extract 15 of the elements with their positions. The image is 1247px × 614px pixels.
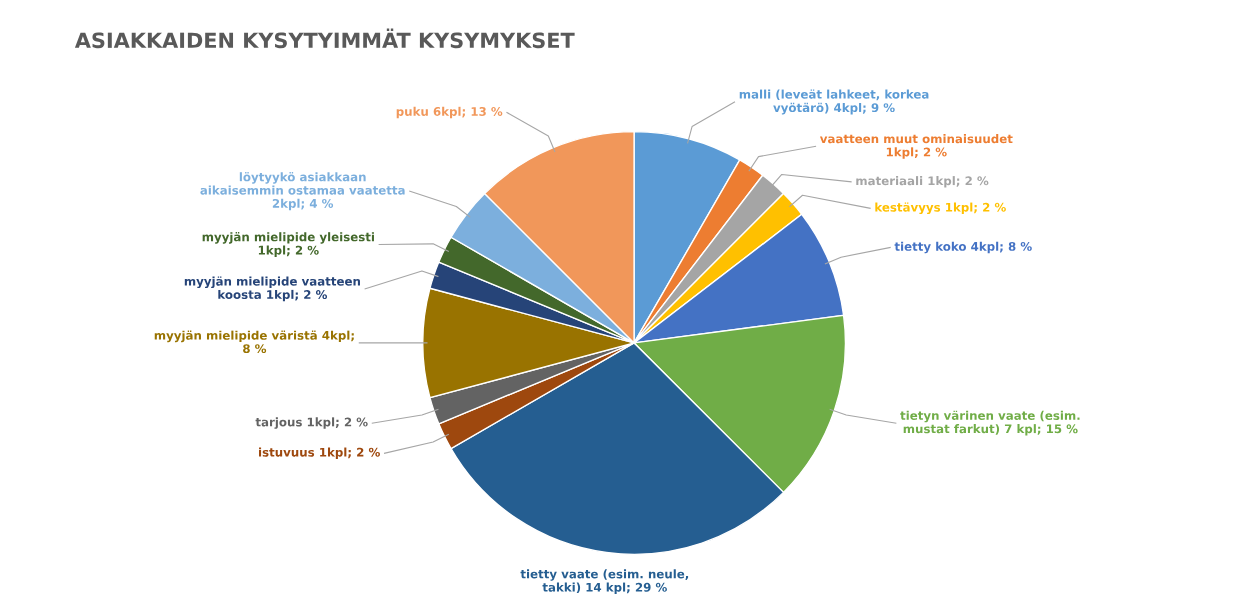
- slice-label: tietty vaate (esim. neule, takki) 14 kpl; 29 %: [520, 569, 689, 595]
- slice-label: myyjän mielipide yleisesti 1kpl; 2 %: [202, 232, 374, 257]
- slice-label: myyjän mielipide väristä 4kpl; 8 %: [154, 330, 354, 354]
- slice-label: materiaali 1kpl; 2 %: [856, 176, 989, 188]
- slice-label: malli (leveät lahkeet, korkea vyötärö) 4kpl; 9 %: [739, 89, 929, 115]
- slice-label: tietyn värinen vaate (esim. mustat farkut) 7 kpl; 15 %: [900, 410, 1080, 436]
- slice-label: istuvuus 1kpl; 2 %: [259, 447, 380, 459]
- chart-title: ASIAKKAIDEN KYSYTYIMMÄT KYSYMYKSET: [74, 28, 575, 49]
- slice-label: kestävyys 1kpl; 2 %: [875, 202, 1006, 215]
- slice-label: löytyykö asiakkaan aikaisemmin ostamaa vaatetta 2kpl; 4 %: [200, 172, 405, 211]
- slice-label: myyjän mielipide vaatteen koosta 1kpl; 2 %: [184, 276, 360, 302]
- slice-label: puku 6kpl; 13 %: [396, 106, 503, 119]
- slice-label: vaatteen muut ominaisuudet 1kpl; 2 %: [819, 134, 1013, 159]
- slice-label: tarjous 1kpl; 2 %: [255, 417, 368, 429]
- slice-label: tietty koko 4kpl; 8 %: [894, 241, 1032, 254]
